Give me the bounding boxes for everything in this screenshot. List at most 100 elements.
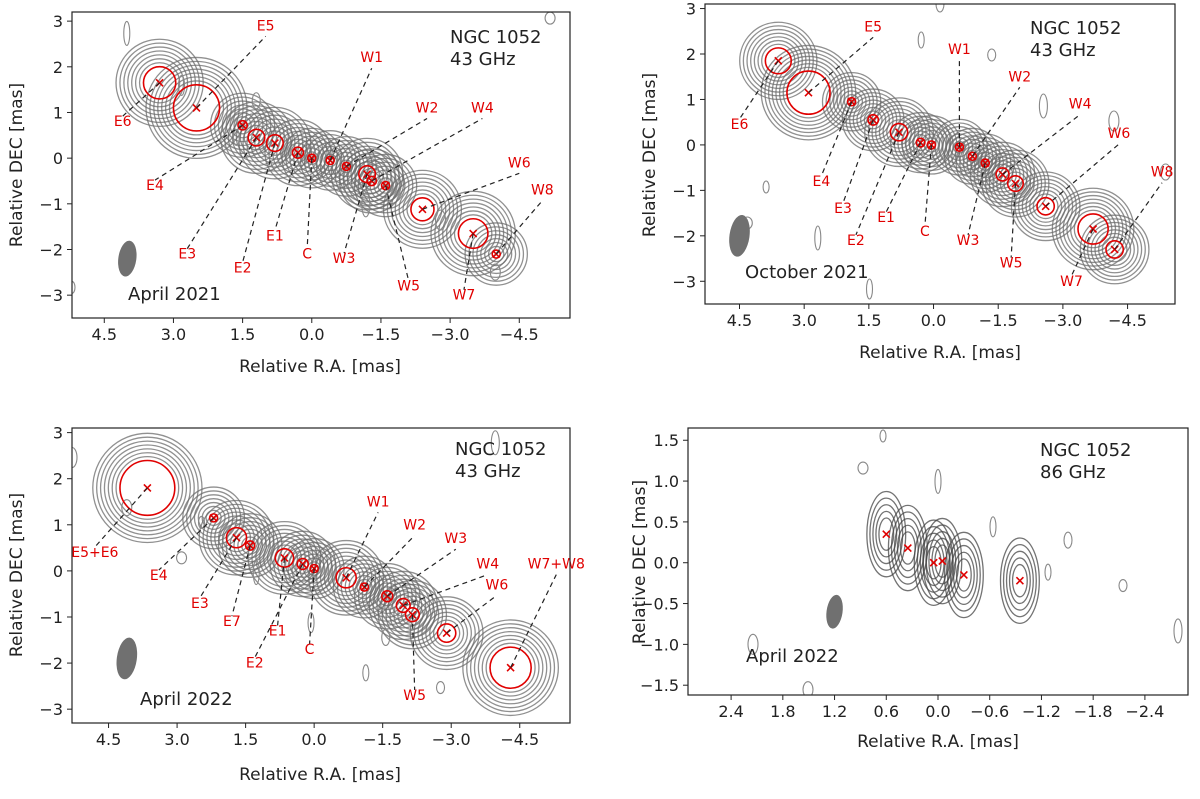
contour-level <box>999 537 1040 625</box>
component-label: W4 <box>476 557 499 573</box>
label-leader <box>738 60 779 120</box>
y-tick-label: 3 <box>53 424 63 443</box>
contour-level <box>287 541 341 596</box>
component-label: W3 <box>333 251 356 267</box>
x-tick-label: 2.4 <box>718 702 743 721</box>
x-tick-label: −1.5 <box>979 311 1018 330</box>
noise-contour <box>802 681 814 695</box>
contour-level <box>119 42 200 124</box>
component-marker <box>882 530 891 539</box>
contour-level <box>469 627 552 709</box>
noise-contour <box>361 192 371 218</box>
component-marker <box>326 156 335 165</box>
y-tick-label: −1 <box>672 181 696 200</box>
noise-contour <box>435 681 446 695</box>
noise-contour <box>72 280 76 294</box>
component-label: E6 <box>114 114 132 130</box>
label-leader <box>924 144 932 226</box>
x-tick-label: 3.0 <box>791 311 816 330</box>
contour-level <box>233 116 252 135</box>
contour-level <box>327 559 365 597</box>
panel-title: NGC 1052 <box>1030 18 1122 39</box>
contour-level <box>955 558 972 592</box>
y-tick-label: 2 <box>686 45 696 64</box>
noise-contour <box>747 633 759 655</box>
component-marker <box>418 205 427 214</box>
contour-level <box>480 237 513 271</box>
label-leader <box>242 142 276 263</box>
label-leader <box>345 512 379 579</box>
x-tick-label: 0.0 <box>925 702 950 721</box>
contour-level <box>1073 209 1113 249</box>
component-marker <box>469 229 478 238</box>
y-axis-label: Relative DEC [mas] <box>7 493 27 657</box>
contour-level <box>270 544 299 572</box>
component-circle <box>142 65 177 100</box>
component-marker <box>506 663 515 672</box>
contour-level <box>1066 202 1120 256</box>
contour-level <box>258 126 292 160</box>
component-label: E5 <box>257 18 275 34</box>
component-circle <box>1036 196 1056 216</box>
contour-level <box>92 432 203 544</box>
contour-level <box>115 455 180 520</box>
x-tick-label: 3.0 <box>161 325 186 344</box>
y-tick-label: 1.0 <box>654 472 679 491</box>
contour-level <box>992 160 1039 207</box>
x-tick-label: 4.5 <box>727 311 752 330</box>
contour-level <box>864 97 934 168</box>
contour-level <box>239 120 274 155</box>
noise-contour <box>934 468 942 494</box>
contour-level <box>103 444 191 532</box>
contour-level <box>965 149 979 163</box>
contour-level <box>168 80 225 136</box>
contour-level <box>462 619 559 717</box>
contour-level <box>213 96 272 155</box>
contour-level <box>380 582 427 629</box>
y-tick-label: 1 <box>53 103 63 122</box>
contour-level <box>354 163 389 199</box>
contour-level <box>306 561 322 576</box>
component-marker <box>847 97 856 106</box>
noise-contour <box>865 278 874 300</box>
component-marker <box>938 557 947 566</box>
contour-level <box>875 510 898 558</box>
epoch-label: April 2022 <box>746 646 839 667</box>
component-label: E5+E6 <box>71 545 118 561</box>
contour-level <box>201 505 226 530</box>
contour-level <box>484 241 509 267</box>
label-leader <box>94 487 148 548</box>
contour-level <box>896 524 919 572</box>
component-label: E4 <box>813 174 831 190</box>
noise-contour <box>490 430 500 456</box>
component-label: C <box>302 247 312 263</box>
contour-level <box>852 99 894 141</box>
x-tick-label: −2.4 <box>1125 702 1164 721</box>
component-label: W6 <box>486 577 509 593</box>
x-tick-label: 3.0 <box>164 730 189 749</box>
component-circle <box>1006 174 1025 193</box>
component-marker <box>280 553 289 563</box>
contour-level <box>394 181 451 238</box>
contour-level <box>402 189 443 230</box>
label-leader <box>403 574 488 607</box>
y-tick-label: −1 <box>39 195 63 214</box>
contour-level <box>442 202 505 265</box>
contour-level <box>417 603 476 663</box>
noise-contour <box>1044 563 1052 581</box>
noise-contour <box>1038 93 1048 119</box>
contour-level <box>473 630 548 705</box>
component-label: W2 <box>1008 69 1031 85</box>
panel-title: NGC 1052 <box>450 27 542 48</box>
contour-level <box>919 532 948 593</box>
component-marker <box>968 152 977 161</box>
label-leader <box>346 117 428 167</box>
noise-contour <box>935 4 945 13</box>
contour-level <box>973 151 997 175</box>
label-leader <box>199 537 237 599</box>
panel-title: NGC 1052 <box>1040 440 1132 461</box>
epoch-label: April 2022 <box>140 689 233 710</box>
contour-level <box>1003 171 1028 196</box>
